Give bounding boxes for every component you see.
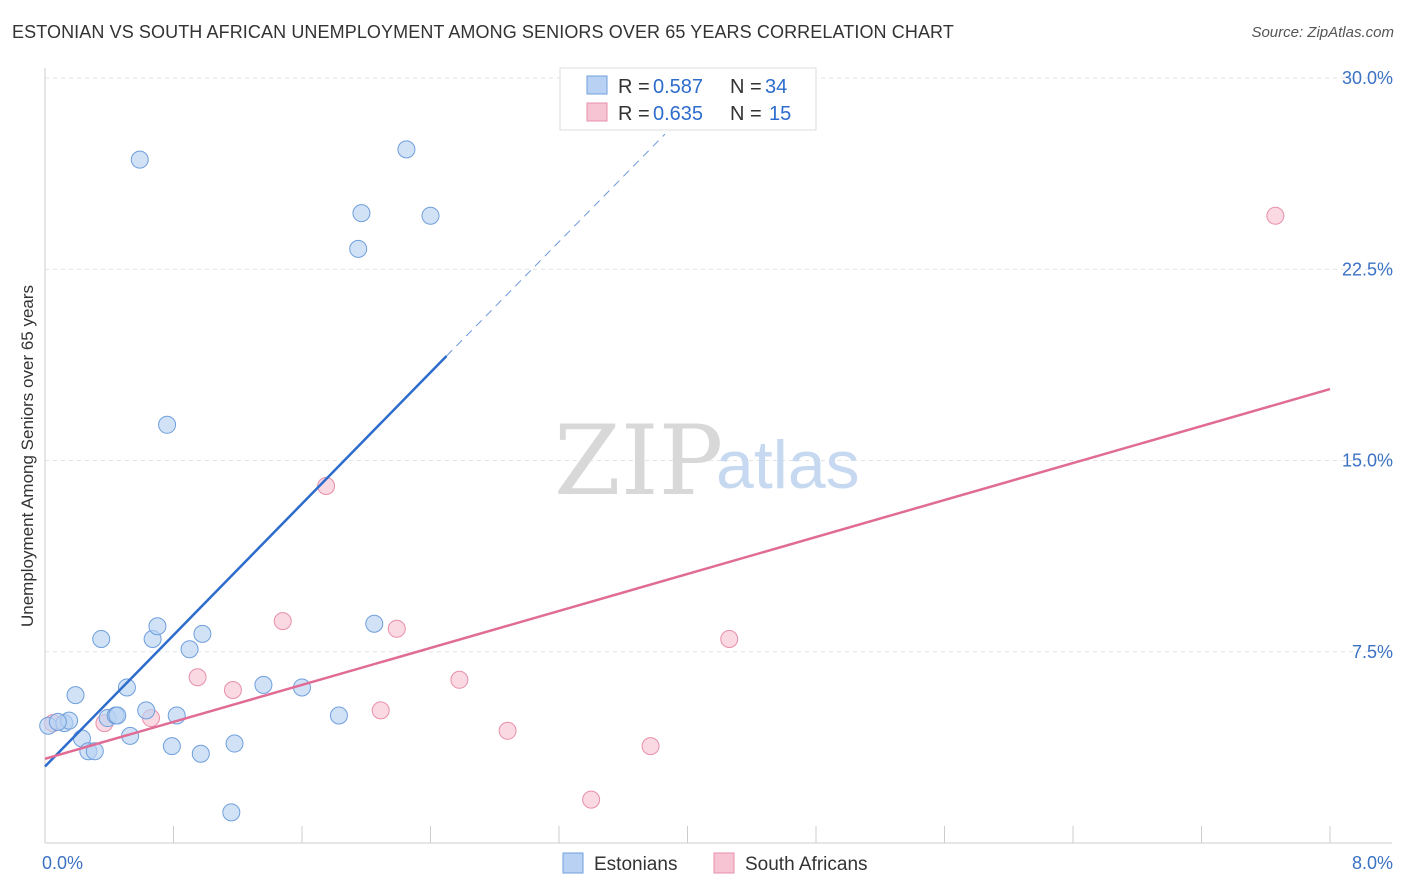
point-south-africans xyxy=(498,721,517,740)
point-estonians xyxy=(349,239,368,258)
trend-line-estonians xyxy=(44,355,448,768)
point-estonians xyxy=(365,614,384,633)
y-axis-title: Unemployment Among Seniors over 65 years xyxy=(18,285,37,627)
legend-r-label-estonians: R = xyxy=(618,76,655,98)
point-south-africans xyxy=(1266,206,1285,225)
watermark-zip: ZIP xyxy=(554,405,723,517)
point-south-africans xyxy=(450,670,469,689)
point-estonians xyxy=(162,737,181,756)
watermark-atlas: atlas xyxy=(716,427,860,503)
legend-n-value-estonians: 34 xyxy=(765,76,787,98)
point-estonians xyxy=(397,140,416,159)
y-tick-label: 30.0% xyxy=(1342,68,1393,88)
point-south-africans xyxy=(371,701,390,720)
point-estonians xyxy=(191,744,210,763)
legend-swatch-south-africans xyxy=(586,102,608,122)
x-tick-label-max: 8.0% xyxy=(1352,853,1393,873)
point-south-africans xyxy=(720,630,739,648)
point-estonians xyxy=(92,630,111,648)
y-tick-label: 7.5% xyxy=(1352,642,1393,662)
point-south-africans xyxy=(223,681,242,699)
gridlines xyxy=(45,77,1392,653)
point-south-africans xyxy=(582,790,601,809)
point-estonians xyxy=(180,640,199,659)
bottom-legend-swatch-south-africans xyxy=(713,852,735,874)
y-tick-labels: 7.5% 15.0% 22.5% 30.0% xyxy=(1342,68,1393,662)
estonians-points xyxy=(39,140,440,822)
point-south-africans xyxy=(273,612,292,631)
point-estonians xyxy=(352,204,371,223)
point-estonians xyxy=(130,150,149,169)
legend-r-value-estonians: 0.587 xyxy=(653,76,703,98)
point-south-africans xyxy=(188,668,207,687)
point-estonians xyxy=(117,678,136,697)
legend-n-label-estonians: N = xyxy=(730,76,767,98)
point-estonians xyxy=(48,712,67,731)
watermark: ZIP atlas xyxy=(554,405,860,517)
bottom-legend-swatch-estonians xyxy=(562,852,584,874)
point-estonians xyxy=(148,617,167,636)
legend-r-value-south-africans: 0.635 xyxy=(653,103,703,125)
point-estonians xyxy=(193,624,212,643)
point-estonians xyxy=(108,706,127,725)
trend-line-estonians-extension xyxy=(446,133,666,357)
x-tick-labels: 0.0% 8.0% xyxy=(42,853,1393,873)
bottom-legend-label-south-africans: South Africans xyxy=(745,854,868,875)
chart-title: ESTONIAN VS SOUTH AFRICAN UNEMPLOYMENT A… xyxy=(12,22,954,42)
legend: R = 0.587 N = 34 R = 0.635 N = 15 xyxy=(559,67,817,131)
axes xyxy=(44,68,1392,844)
point-estonians xyxy=(66,686,85,705)
y-tick-label: 15.0% xyxy=(1342,451,1393,471)
y-tick-label: 22.5% xyxy=(1342,259,1393,279)
legend-n-label-south-africans: N = xyxy=(730,103,767,125)
x-tick-label-min: 0.0% xyxy=(42,853,83,873)
point-estonians xyxy=(254,675,273,694)
chart-source: Source: ZipAtlas.com xyxy=(1251,24,1394,41)
point-south-africans xyxy=(641,737,660,756)
point-estonians xyxy=(222,803,241,822)
point-estonians xyxy=(137,701,156,720)
trend-lines xyxy=(44,133,1331,768)
bottom-legend: Estonians South Africans xyxy=(562,852,868,875)
trend-line-south-africans xyxy=(44,387,1331,761)
point-estonians xyxy=(225,734,244,753)
legend-swatch-estonians xyxy=(586,75,608,95)
bottom-legend-label-estonians: Estonians xyxy=(594,854,677,875)
legend-r-label-south-africans: R = xyxy=(618,103,655,125)
point-south-africans xyxy=(387,619,406,638)
point-estonians xyxy=(421,206,440,225)
point-estonians xyxy=(329,706,348,725)
legend-n-value-south-africans: 15 xyxy=(769,103,791,125)
point-estonians xyxy=(158,415,177,434)
